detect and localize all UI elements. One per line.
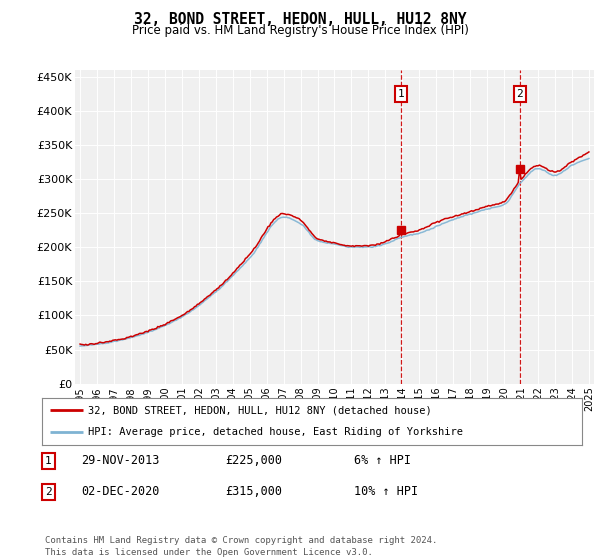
Text: £225,000: £225,000: [225, 454, 282, 468]
Text: £315,000: £315,000: [225, 485, 282, 498]
Text: HPI: Average price, detached house, East Riding of Yorkshire: HPI: Average price, detached house, East…: [88, 427, 463, 437]
Text: 29-NOV-2013: 29-NOV-2013: [81, 454, 160, 468]
Text: 32, BOND STREET, HEDON, HULL, HU12 8NY (detached house): 32, BOND STREET, HEDON, HULL, HU12 8NY (…: [88, 405, 431, 416]
Text: Contains HM Land Registry data © Crown copyright and database right 2024.
This d: Contains HM Land Registry data © Crown c…: [45, 536, 437, 557]
Text: 6% ↑ HPI: 6% ↑ HPI: [354, 454, 411, 468]
Text: 2: 2: [45, 487, 52, 497]
Text: 10% ↑ HPI: 10% ↑ HPI: [354, 485, 418, 498]
Text: 1: 1: [45, 456, 52, 466]
Text: Price paid vs. HM Land Registry's House Price Index (HPI): Price paid vs. HM Land Registry's House …: [131, 24, 469, 36]
Text: 32, BOND STREET, HEDON, HULL, HU12 8NY: 32, BOND STREET, HEDON, HULL, HU12 8NY: [134, 12, 466, 27]
Text: 02-DEC-2020: 02-DEC-2020: [81, 485, 160, 498]
Text: 2: 2: [517, 89, 523, 99]
Text: 1: 1: [398, 89, 404, 99]
